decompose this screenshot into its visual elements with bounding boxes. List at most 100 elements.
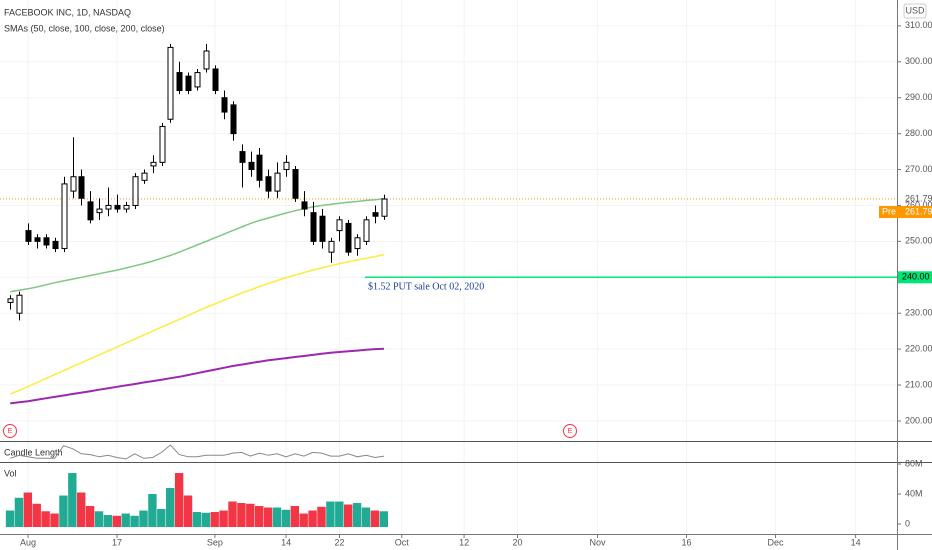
candle-body <box>328 240 335 253</box>
candle-body <box>96 208 103 214</box>
candle-body <box>301 201 308 210</box>
volume-bar <box>121 513 130 527</box>
candle-body <box>354 237 361 250</box>
candle-body <box>265 176 272 192</box>
candle-body <box>52 240 59 250</box>
volume-bar <box>85 506 95 527</box>
volume-tick-label: 40M <box>905 488 923 498</box>
candle-body <box>336 219 343 232</box>
volume-bar <box>148 494 157 527</box>
volume-bar <box>14 497 24 527</box>
earnings-label[interactable]: E <box>8 428 13 435</box>
volume-bar <box>228 501 237 527</box>
volume-bar <box>335 501 344 527</box>
candle-body <box>194 72 201 88</box>
volume-bar <box>379 511 388 527</box>
x-tick-label: 12 <box>459 537 469 547</box>
currency-box[interactable] <box>903 3 927 19</box>
volume-bar <box>5 510 15 527</box>
x-tick-label: 14 <box>281 537 291 547</box>
candle-body <box>283 161 290 171</box>
volume-bar <box>352 503 362 527</box>
volume-bar <box>263 507 273 527</box>
chart-title: FACEBOOK INC, 1D, NASDAQ <box>4 7 131 17</box>
volume-bar <box>50 513 59 527</box>
candle-body <box>25 230 32 242</box>
candle-body <box>372 212 379 217</box>
candle-body <box>87 201 94 221</box>
volume-bar <box>32 503 41 527</box>
x-tick-label: Dec <box>768 537 785 547</box>
candle-body <box>310 212 317 242</box>
x-tick-label: Nov <box>590 537 607 547</box>
indicator-legend: SMAs (50, close, 100, close, 200, close) <box>4 23 165 33</box>
candle-body <box>319 215 326 242</box>
back-layer <box>0 0 897 534</box>
candle-body <box>78 176 85 199</box>
volume-bar <box>94 511 104 527</box>
volume-bar <box>192 512 202 527</box>
sma-line <box>9 253 385 395</box>
volume-bar <box>246 503 255 527</box>
earnings-marker[interactable] <box>3 424 17 438</box>
candle-body <box>212 68 219 92</box>
main-layer <box>7 43 897 405</box>
candle-body <box>167 46 174 120</box>
candle-body <box>292 169 299 199</box>
candle-body <box>230 104 237 135</box>
candle-body <box>141 172 148 181</box>
level-annotation: $1.52 PUT sale Oct 02, 2020 <box>368 282 484 293</box>
last-price-label: 261.79 <box>905 193 932 203</box>
x-tick-label: 14 <box>851 537 861 547</box>
candle-body <box>43 237 50 246</box>
pre-price-label: 261.79 <box>905 206 932 216</box>
volume-bar <box>166 488 175 527</box>
candle-body <box>345 222 352 253</box>
volume-bar <box>237 503 246 527</box>
currency[interactable]: USD <box>905 5 925 15</box>
y-tick-label: 250.00 <box>905 236 932 246</box>
volume-bar <box>343 504 353 527</box>
candle-body <box>159 125 166 163</box>
volume-bar <box>103 515 113 527</box>
volume-bar <box>68 473 77 527</box>
volume-bar <box>174 473 184 527</box>
y-tick-label: 260.00 <box>905 200 932 210</box>
y-tick-label: 270.00 <box>905 164 932 174</box>
y-tick-label: 310.00 <box>905 20 932 30</box>
x-tick-label: 16 <box>682 537 692 547</box>
candle-body <box>381 198 388 217</box>
y-tick-label: 210.00 <box>905 379 932 389</box>
volume-bar <box>317 506 326 527</box>
candle-body <box>70 176 77 192</box>
pre-price-box <box>879 206 932 219</box>
indicator-title: Candle Length <box>4 447 63 457</box>
pre-label: Pre <box>882 206 896 216</box>
volume-bar <box>326 501 335 527</box>
volume-bar <box>183 495 193 527</box>
candle-body <box>114 204 121 210</box>
earnings-marker[interactable] <box>563 424 577 438</box>
sma-line <box>10 347 385 405</box>
y-tick-label: 200.00 <box>905 415 932 425</box>
volume-bar <box>59 495 68 527</box>
volume-tick-label: 80M <box>905 458 923 468</box>
candle-body <box>274 172 281 192</box>
sma-line <box>10 197 385 293</box>
earnings-label[interactable]: E <box>568 428 573 435</box>
y-tick-label: 230.00 <box>905 308 932 318</box>
candle-body <box>248 161 255 171</box>
volume-bar <box>281 509 291 527</box>
y-tick-label: 300.00 <box>905 56 932 66</box>
candle-body <box>203 50 210 70</box>
volume-bar <box>272 507 282 527</box>
volume-bar <box>157 509 166 527</box>
candle-body <box>256 154 263 181</box>
y-tick-label: 220.00 <box>905 344 932 354</box>
candle-body <box>239 151 246 163</box>
volume-tick-label: 0 <box>905 518 910 528</box>
candle-body <box>123 204 130 210</box>
x-tick-label: 20 <box>512 537 522 547</box>
